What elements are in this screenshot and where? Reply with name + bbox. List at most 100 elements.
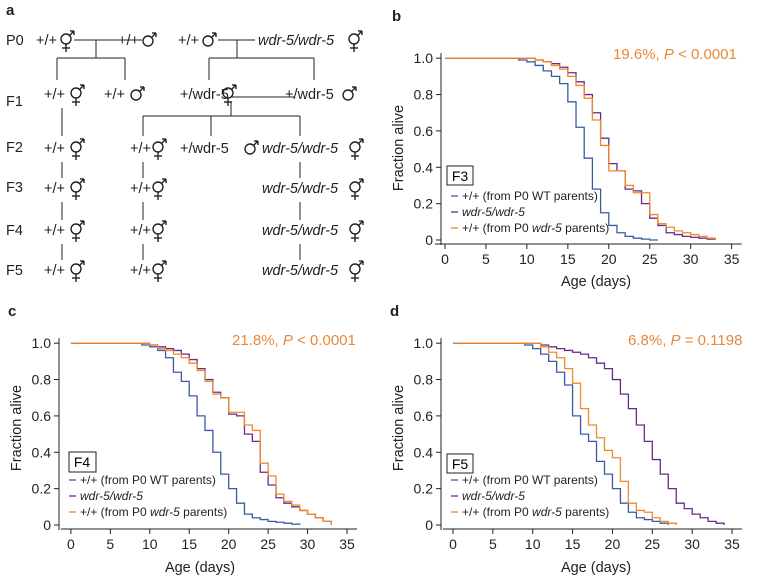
generation-f4: F4 (6, 223, 23, 239)
genotype-f3-orange: +/+ (130, 181, 151, 197)
stat-p-symbol: P (671, 332, 681, 349)
male-icon (343, 87, 356, 100)
x-axis-label: Age (days) (561, 274, 631, 290)
x-tick-label: 10 (525, 536, 541, 552)
panel-label-d: d (390, 303, 399, 320)
genotype-f3-mut: wdr-5/wdr-5 (262, 181, 339, 197)
y-tick-label: 0.2 (414, 481, 434, 497)
genotype-f1-a: +/+ (44, 87, 65, 103)
stat-percentage: 19.6%, (613, 46, 660, 63)
legend-entry: wdr-5/wdr-5 (80, 489, 143, 503)
x-tick-label: 30 (683, 251, 699, 267)
genotype-f2-mut: wdr-5/wdr-5 (262, 141, 339, 157)
legend: +/+ (from P0 WT parents) wdr-5/wdr-5 +/+ (… (69, 473, 227, 519)
x-tick-label: 20 (601, 251, 617, 267)
legend-entry: +/+ (from P0 WT parents) (80, 473, 216, 487)
y-tick-label: 0.4 (414, 444, 434, 460)
legend-entry: wdr-5/wdr-5 (462, 205, 525, 219)
survival-chart-d: d Fraction alive Age (days) 0 5 10 15 20 25 30… (390, 303, 742, 576)
y-tick-label: 0.6 (414, 408, 434, 424)
y-tick-label: 0 (425, 517, 433, 533)
genotype-f5-orange: +/+ (130, 263, 151, 279)
y-tick-label: 0.8 (414, 87, 434, 103)
pedigree-panel: a P0 F1 F2 F3 F4 F5 +/+ +/+ +/+ wdr-5/wd… (6, 2, 363, 282)
hermaphrodite-icon (350, 261, 363, 282)
genotype-f1-d: +/wdr-5 (285, 87, 334, 103)
generation-p0: P0 (6, 33, 24, 49)
y-tick-label: 0.8 (32, 372, 52, 388)
y-axis-label: Fraction alive (391, 385, 407, 471)
y-tick-label: 0.4 (414, 159, 434, 175)
hermaphrodite-icon (350, 139, 363, 160)
hermaphrodite-icon (153, 221, 166, 242)
y-tick-label: 0.4 (32, 444, 52, 460)
survival-chart-c: c Fraction alive Age (days) 0 5 10 15 20 25 30… (8, 303, 357, 576)
x-tick-label: 0 (67, 536, 75, 552)
stat-annotation: 21.8%, P < 0.0001 (232, 332, 356, 349)
y-tick-label: 0.8 (414, 372, 434, 388)
male-icon (203, 33, 216, 46)
x-tick-label: 5 (482, 251, 490, 267)
x-tick-label: 25 (260, 536, 276, 552)
legend-entry: +/+ (from P0 wdr-5 parents) (462, 221, 609, 235)
hermaphrodite-icon (71, 139, 84, 160)
x-tick-label: 15 (560, 251, 576, 267)
legend-entry: wdr-5/wdr-5 (462, 489, 525, 503)
generation-label: F3 (452, 168, 469, 184)
panel-label-b: b (392, 8, 401, 25)
hermaphrodite-icon (349, 31, 362, 52)
genotype-f4-mut: wdr-5/wdr-5 (262, 223, 339, 239)
y-tick-label: 1.0 (414, 50, 434, 66)
axes: 0 5 10 15 20 25 30 35 0 0.2 0.4 0.6 0.8 1.0 (32, 335, 357, 552)
x-tick-label: 25 (645, 536, 661, 552)
genotype-f2-orange: +/+ (130, 141, 151, 157)
hermaphrodite-icon (350, 221, 363, 242)
legend: +/+ (from P0 WT parents) wdr-5/wdr-5 +/+ (… (451, 189, 609, 235)
stat-percentage: 21.8%, (232, 332, 279, 349)
hermaphrodite-icon (71, 261, 84, 282)
genotype-p0-c: +/+ (178, 33, 199, 49)
generation-label: F4 (74, 454, 91, 470)
hermaphrodite-icon (71, 221, 84, 242)
genotype-f4-wt: +/+ (44, 223, 65, 239)
male-icon (131, 87, 144, 100)
panel-label-c: c (8, 303, 16, 320)
generation-f1: F1 (6, 94, 23, 110)
x-tick-label: 30 (300, 536, 316, 552)
x-tick-label: 5 (489, 536, 497, 552)
survival-chart-b: b Fraction alive Age (days) 0 5 10 15 20 25 30… (391, 8, 742, 290)
y-tick-label: 0.6 (414, 123, 434, 139)
x-tick-label: 10 (519, 251, 535, 267)
genotype-f3-wt: +/+ (44, 181, 65, 197)
x-tick-label: 20 (221, 536, 237, 552)
hermaphrodite-icon (153, 179, 166, 200)
x-tick-label: 25 (642, 251, 658, 267)
x-tick-label: 20 (605, 536, 621, 552)
legend-entry: +/+ (from P0 WT parents) (462, 473, 598, 487)
genotype-f2-het: +/wdr-5 (180, 141, 229, 157)
x-tick-label: 15 (565, 536, 581, 552)
hermaphrodite-icon (153, 139, 166, 160)
stat-p-value: < 0.0001 (297, 332, 356, 349)
hermaphrodite-icon (71, 179, 84, 200)
genotype-f1-c: +/wdr-5 (180, 87, 229, 103)
panel-label-a: a (6, 2, 15, 19)
x-axis-label: Age (days) (165, 560, 235, 576)
legend: +/+ (from P0 WT parents) wdr-5/wdr-5 +/+ (… (451, 473, 609, 519)
x-tick-label: 0 (441, 251, 449, 267)
legend-entry: +/+ (from P0 wdr-5 parents) (462, 505, 609, 519)
y-tick-label: 0 (425, 232, 433, 248)
y-tick-label: 0 (43, 517, 51, 533)
x-tick-label: 30 (684, 536, 700, 552)
x-tick-label: 5 (106, 536, 114, 552)
generation-label: F5 (452, 456, 469, 472)
hermaphrodite-icon (350, 179, 363, 200)
y-tick-label: 1.0 (414, 335, 434, 351)
hermaphrodite-icon (61, 31, 74, 52)
x-tick-label: 10 (142, 536, 158, 552)
genotype-f5-mut: wdr-5/wdr-5 (262, 263, 339, 279)
stat-p-value: = 0.1198 (685, 332, 743, 349)
genotype-f1-b: +/+ (104, 87, 125, 103)
y-tick-label: 0.2 (414, 196, 434, 212)
male-icon (143, 33, 156, 46)
